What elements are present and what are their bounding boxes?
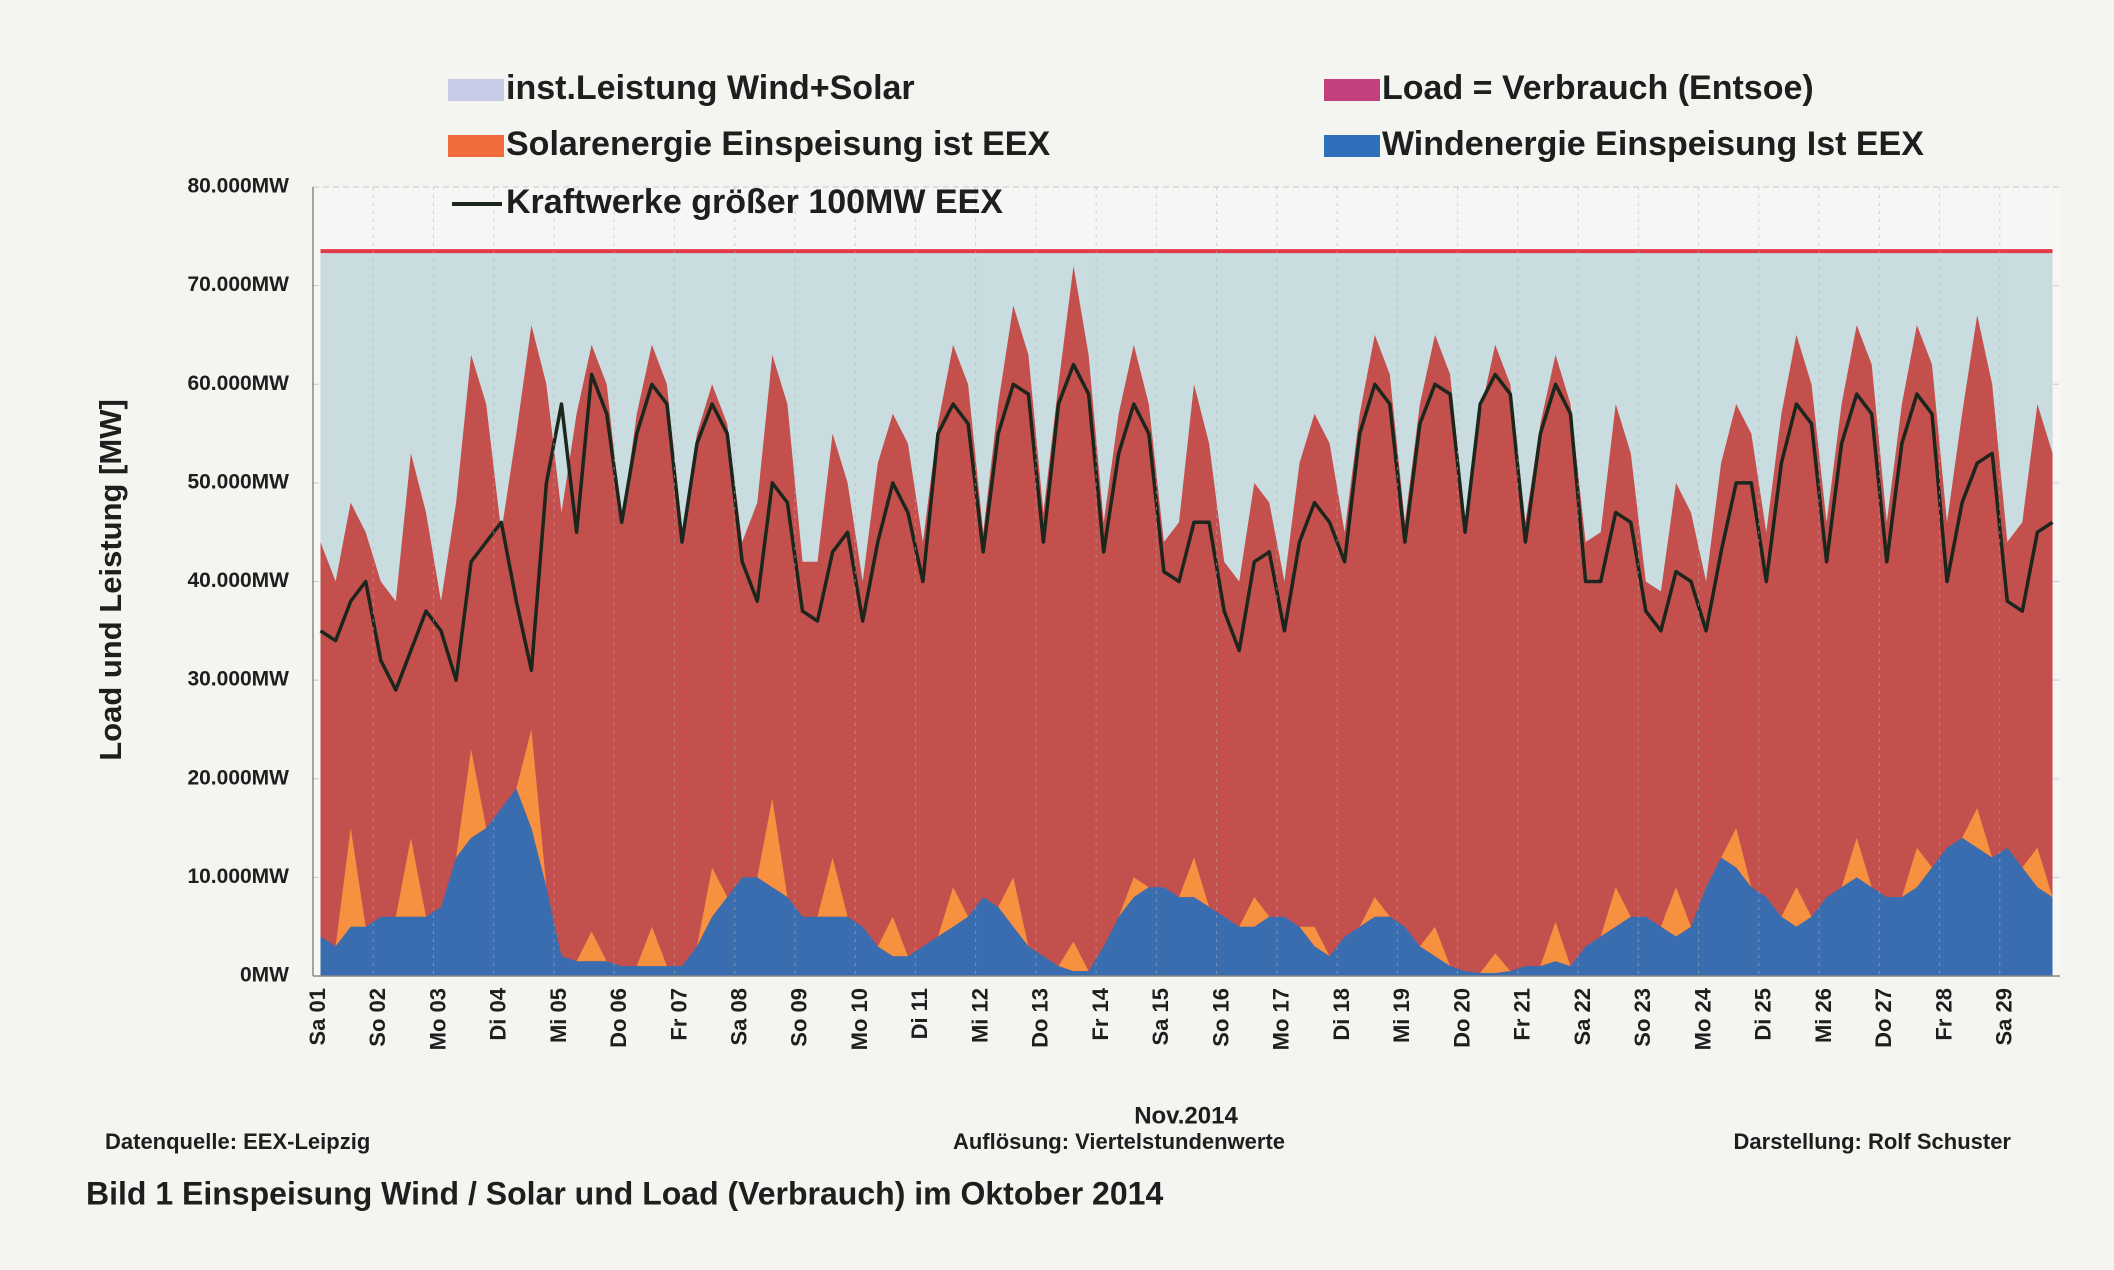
legend-label: Load = Verbrauch (Entsoe) (1382, 69, 1814, 107)
x-tick-label: Mo 03 (425, 988, 450, 1050)
y-tick-label: 80.000MW (187, 175, 289, 198)
x-tick-label: So 16 (1208, 988, 1233, 1047)
x-tick-label: Mi 26 (1811, 988, 1836, 1043)
legend-swatch (1324, 79, 1380, 101)
x-tick-label: Sa 01 (305, 988, 330, 1046)
x-tick-label: Di 04 (486, 987, 511, 1040)
legend-swatch (448, 79, 504, 101)
y-tick-label: 60.000MW (187, 372, 289, 395)
stacked-area (320, 729, 2053, 973)
legend-label: Solarenergie Einspeisung ist EEX (506, 125, 1050, 163)
source-note: Datenquelle: EEX-Leipzig (105, 1129, 370, 1154)
x-tick-label: Di 11 (907, 988, 932, 1039)
x-tick-label: Sa 29 (1992, 988, 2017, 1046)
x-tick-label: So 02 (365, 988, 390, 1047)
x-tick-label: So 09 (787, 988, 812, 1047)
y-tick-label: 30.000MW (187, 668, 289, 691)
x-tick-label: Mi 19 (1389, 988, 1414, 1043)
legend-label: Windenergie Einspeisung Ist EEX (1382, 125, 1924, 163)
y-tick-label: 0MW (240, 964, 289, 987)
x-tick-label: Mo 24 (1690, 987, 1715, 1050)
x-tick-label: Mo 17 (1269, 988, 1294, 1050)
y-tick-label: 50.000MW (187, 470, 289, 493)
x-tick-label: Do 20 (1449, 988, 1474, 1048)
line (319, 362, 2054, 692)
y-tick-label: 20.000MW (187, 766, 289, 789)
x-tick-label: Sa 15 (1148, 988, 1173, 1046)
x-tick-label: Mi 12 (967, 988, 992, 1043)
x-tick-label: So 23 (1630, 988, 1655, 1047)
x-tick-label: Fr 14 (1088, 987, 1113, 1040)
x-tick-label: Do 27 (1871, 988, 1896, 1048)
x-tick-label: Sa 22 (1570, 988, 1595, 1046)
x-tick-label: Sa 08 (727, 988, 752, 1046)
author-note: Darstellung: Rolf Schuster (1734, 1129, 2012, 1154)
legend-swatch (448, 135, 504, 157)
x-tick-label: Mi 05 (546, 988, 571, 1043)
area (320, 265, 2053, 976)
x-tick-label: Fr 21 (1510, 988, 1535, 1041)
x-tick-label: Di 18 (1329, 988, 1354, 1041)
x-tick-label: Do 06 (606, 988, 631, 1048)
x-tick-label: Do 13 (1028, 988, 1053, 1048)
y-tick-label: 40.000MW (187, 569, 289, 592)
y-axis-label: Load und Leistung [MW] (93, 399, 128, 761)
legend-label: inst.Leistung Wind+Solar (506, 69, 915, 107)
y-tick-label: 70.000MW (187, 273, 289, 296)
x-tick-label: Di 25 (1751, 988, 1776, 1041)
x-tick-label: Fr 07 (666, 988, 691, 1041)
x-tick-label: Fr 28 (1931, 988, 1956, 1041)
x-axis-label: Nov.2014 (1134, 1102, 1238, 1129)
x-tick-label: Mo 10 (847, 988, 872, 1050)
y-tick-label: 10.000MW (187, 865, 289, 888)
caption: Bild 1 Einspeisung Wind / Solar und Load… (86, 1175, 1163, 1211)
legend-swatch (1324, 135, 1380, 157)
legend-label: Kraftwerke größer 100MW EEX (506, 183, 1003, 221)
resolution-note: Auflösung: Viertelstundenwerte (953, 1129, 1285, 1154)
area (320, 788, 2053, 976)
